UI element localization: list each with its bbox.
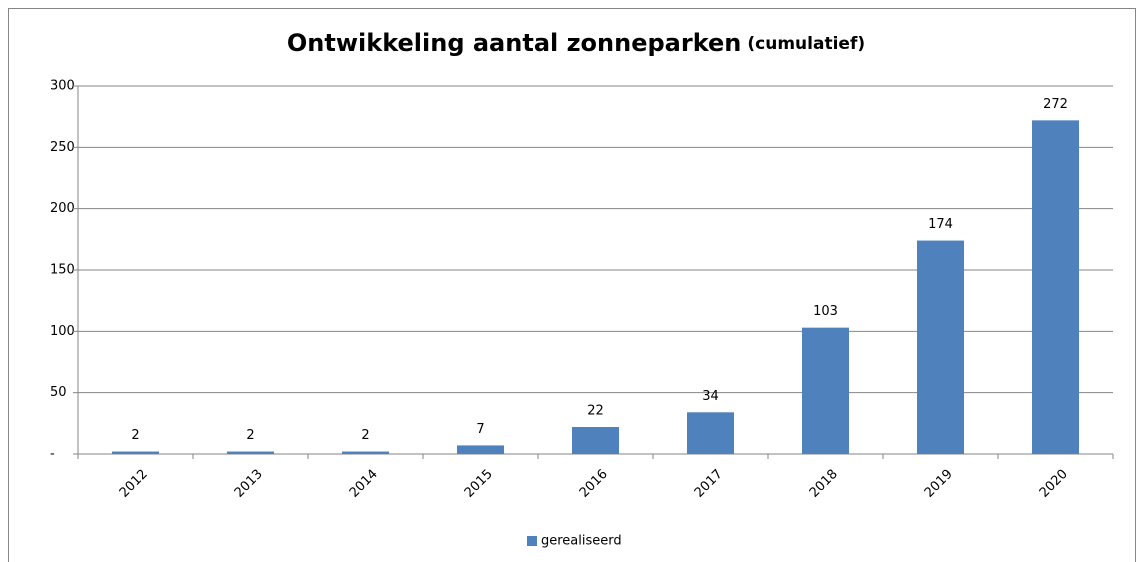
bar <box>687 412 734 454</box>
bar <box>1032 120 1079 454</box>
y-tick-label: 250 <box>50 140 75 155</box>
bar <box>572 427 619 454</box>
bar <box>802 327 849 454</box>
value-label: 2 <box>361 428 369 443</box>
chart-subtitle: (cumulatief) <box>747 34 865 54</box>
y-tick-label: 100 <box>50 324 75 339</box>
legend-swatch <box>527 536 537 546</box>
y-tick-label: 150 <box>50 263 75 278</box>
value-label: 272 <box>1043 97 1068 112</box>
y-tick-label: 200 <box>50 201 75 216</box>
value-label: 174 <box>928 217 953 232</box>
value-label: 34 <box>702 389 719 404</box>
value-label: 103 <box>813 304 838 319</box>
value-label: 7 <box>476 422 484 437</box>
y-tick-label: 300 <box>50 79 75 94</box>
bar <box>227 451 274 454</box>
legend-label: gerealiseerd <box>541 534 622 549</box>
y-tick-label: - <box>50 447 55 462</box>
chart-title: Ontwikkeling aantal zonneparken <box>287 29 742 57</box>
bar <box>112 451 159 454</box>
y-tick-label: 50 <box>50 385 67 400</box>
bar <box>342 451 389 454</box>
chart-title-group: Ontwikkeling aantal zonneparken (cumulati… <box>287 29 865 57</box>
bar <box>917 240 964 454</box>
value-label: 22 <box>587 404 604 419</box>
chart-frame <box>8 8 1136 562</box>
value-label: 2 <box>131 428 139 443</box>
value-label: 2 <box>246 428 254 443</box>
bar <box>457 445 504 454</box>
